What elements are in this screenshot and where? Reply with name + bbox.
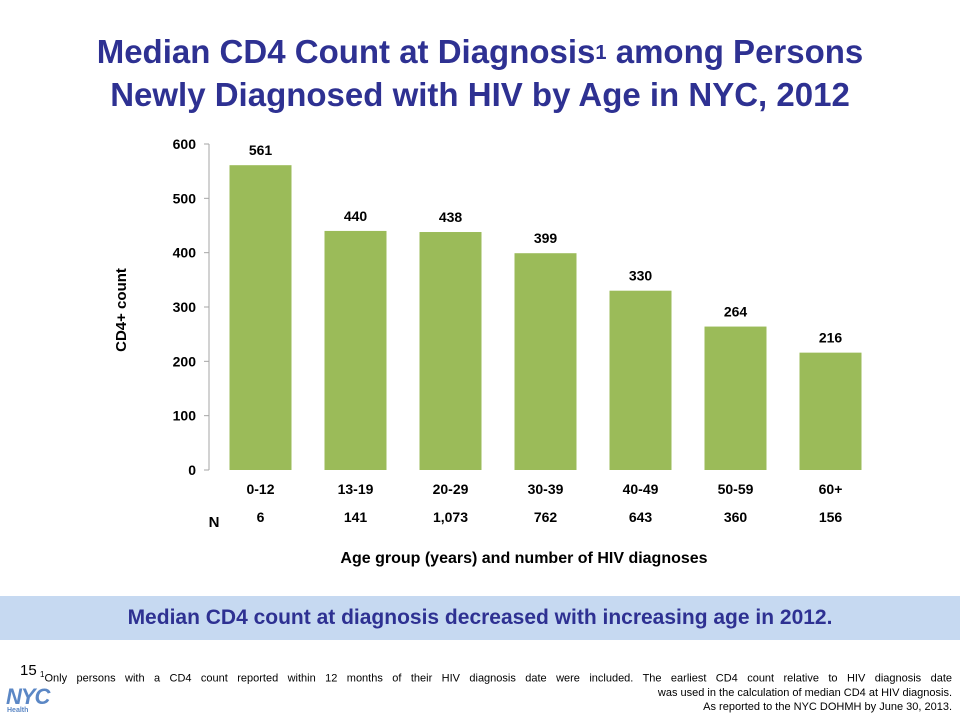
data-label: 438 bbox=[439, 209, 463, 225]
bar bbox=[799, 352, 862, 470]
footnote: 1Only persons with a CD4 count reported … bbox=[40, 668, 952, 714]
data-label: 440 bbox=[344, 208, 368, 224]
title-main-text: Median CD4 Count at Diagnosis bbox=[96, 33, 596, 70]
x-tick-label: 50-59 bbox=[718, 481, 754, 497]
title-rest-text: among Persons bbox=[606, 33, 864, 70]
y-tick-label: 100 bbox=[173, 408, 197, 424]
y-tick-label: 600 bbox=[173, 136, 197, 152]
n-value: 6 bbox=[257, 509, 265, 525]
logo-health-text: Health bbox=[7, 707, 29, 714]
n-value: 643 bbox=[629, 509, 653, 525]
x-tick-label: 13-19 bbox=[338, 481, 374, 497]
bar bbox=[704, 326, 767, 470]
bar-chart: 0 100 200 300 400 500 600 561 440 438 399 330 264 21… bbox=[113, 136, 862, 567]
x-axis: 0-12 6 13-19 141 20-29 1,073 30-39 762 40-49 643 5… bbox=[246, 481, 842, 525]
n-value: 156 bbox=[819, 509, 843, 525]
y-tick-label: 0 bbox=[188, 462, 196, 478]
n-value: 141 bbox=[344, 509, 368, 525]
bar bbox=[419, 232, 482, 470]
footnote-text-1: Only persons with a CD4 count reported w… bbox=[44, 672, 952, 685]
footnote-line-2: was used in the calculation of median CD… bbox=[657, 686, 952, 699]
title-footnote-marker: 1 bbox=[595, 42, 607, 64]
n-value: 1,073 bbox=[433, 509, 468, 525]
logo-nyc-text: NYC bbox=[6, 684, 50, 709]
slide-number: 15 bbox=[20, 662, 37, 679]
bar bbox=[514, 253, 577, 470]
data-label: 330 bbox=[629, 268, 653, 284]
data-label: 561 bbox=[249, 142, 273, 158]
footnote-marker: 1 bbox=[40, 670, 45, 679]
x-tick-label: 30-39 bbox=[528, 481, 564, 497]
footnote-line-3: As reported to the NYC DOHMH by June 30,… bbox=[703, 700, 952, 713]
data-label: 216 bbox=[819, 330, 843, 346]
y-tick-label: 500 bbox=[173, 190, 197, 206]
n-value: 762 bbox=[534, 509, 558, 525]
data-label: 399 bbox=[534, 230, 558, 246]
y-axis: 0 100 200 300 400 500 600 bbox=[173, 136, 210, 478]
y-axis-label: CD4+ count bbox=[113, 268, 130, 352]
y-tick-label: 400 bbox=[173, 245, 197, 261]
x-tick-label: 20-29 bbox=[433, 481, 469, 497]
y-tick-label: 200 bbox=[173, 353, 197, 369]
nyc-health-logo: NYC Health bbox=[4, 684, 68, 718]
x-tick-label: 60+ bbox=[819, 481, 843, 497]
data-label: 264 bbox=[724, 304, 748, 320]
bar bbox=[609, 290, 672, 470]
x-axis-label: Age group (years) and number of HIV diag… bbox=[340, 550, 707, 567]
n-value: 360 bbox=[724, 509, 748, 525]
bars: 561 440 438 399 330 264 216 bbox=[229, 142, 862, 470]
n-label: N bbox=[209, 514, 220, 531]
x-tick-label: 40-49 bbox=[623, 481, 659, 497]
footnote-line-1: 1Only persons with a CD4 count reported … bbox=[40, 668, 952, 686]
chart-title: Median CD4 Count at Diagnosis1 among Per… bbox=[0, 30, 960, 116]
title-line-1: Median CD4 Count at Diagnosis1 among Per… bbox=[0, 30, 960, 73]
y-tick-label: 300 bbox=[173, 299, 197, 315]
bar bbox=[324, 230, 387, 470]
title-line-2: Newly Diagnosed with HIV by Age in NYC, … bbox=[110, 76, 850, 113]
bar bbox=[229, 165, 292, 470]
x-tick-label: 0-12 bbox=[246, 481, 274, 497]
key-finding-banner: Median CD4 count at diagnosis decreased … bbox=[0, 596, 960, 640]
